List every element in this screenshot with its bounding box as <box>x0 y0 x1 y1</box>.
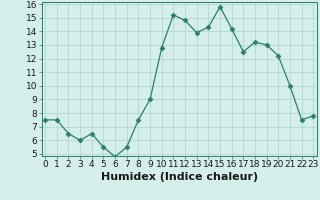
X-axis label: Humidex (Indice chaleur): Humidex (Indice chaleur) <box>100 172 258 182</box>
